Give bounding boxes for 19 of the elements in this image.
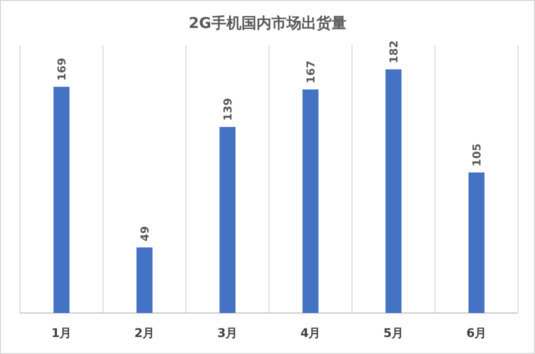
- x-tick-label: 3月: [217, 326, 238, 340]
- bar: [220, 126, 236, 313]
- data-label: 49: [138, 226, 152, 242]
- x-tick-label: 4月: [300, 326, 321, 340]
- bar: [136, 247, 152, 313]
- chart-title: 2G手机国内市场出货量: [188, 14, 346, 32]
- data-label: 167: [304, 60, 318, 84]
- data-label: 169: [56, 58, 68, 81]
- bar: [302, 89, 318, 313]
- data-label: 182: [388, 40, 400, 64]
- bar: [386, 69, 402, 313]
- x-tick-label: 6月: [466, 326, 487, 340]
- x-tick-label: 1月: [51, 326, 72, 340]
- data-label: 105: [470, 143, 484, 166]
- bar: [468, 172, 484, 313]
- bar: [54, 86, 70, 313]
- x-tick-label: 2月: [134, 326, 155, 340]
- data-label: 139: [222, 98, 234, 121]
- x-tick-label: 5月: [383, 326, 404, 340]
